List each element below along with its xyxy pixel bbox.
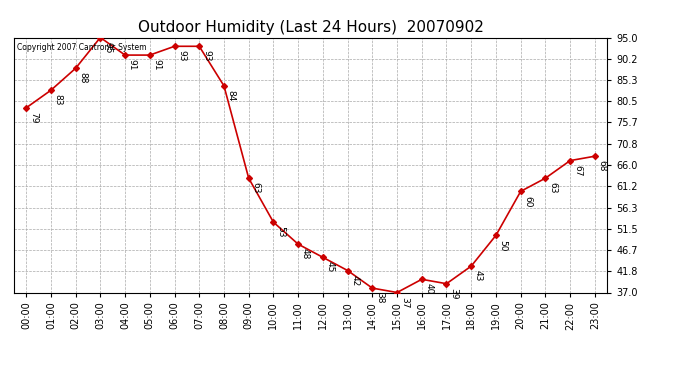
Text: 83: 83 — [54, 94, 63, 106]
Text: 63: 63 — [251, 182, 260, 194]
Text: 43: 43 — [474, 270, 483, 282]
Text: 67: 67 — [573, 165, 582, 176]
Text: 40: 40 — [424, 284, 433, 295]
Text: 37: 37 — [400, 297, 408, 308]
Text: 48: 48 — [301, 248, 310, 259]
Text: 95: 95 — [103, 42, 112, 53]
Text: 42: 42 — [351, 274, 359, 286]
Text: 84: 84 — [227, 90, 236, 101]
Text: 79: 79 — [29, 112, 38, 123]
Text: 91: 91 — [152, 59, 161, 71]
Text: 63: 63 — [548, 182, 557, 194]
Text: 60: 60 — [524, 195, 533, 207]
Text: 38: 38 — [375, 292, 384, 304]
Text: 93: 93 — [177, 51, 186, 62]
Text: 45: 45 — [326, 261, 335, 273]
Title: Outdoor Humidity (Last 24 Hours)  20070902: Outdoor Humidity (Last 24 Hours) 2007090… — [137, 20, 484, 35]
Text: 91: 91 — [128, 59, 137, 71]
Text: 39: 39 — [449, 288, 458, 299]
Text: 68: 68 — [598, 160, 607, 172]
Text: 53: 53 — [276, 226, 285, 238]
Text: Copyright 2007 Cantronic System: Copyright 2007 Cantronic System — [17, 43, 146, 52]
Text: 50: 50 — [499, 240, 508, 251]
Text: 93: 93 — [202, 51, 211, 62]
Text: 88: 88 — [79, 72, 88, 84]
